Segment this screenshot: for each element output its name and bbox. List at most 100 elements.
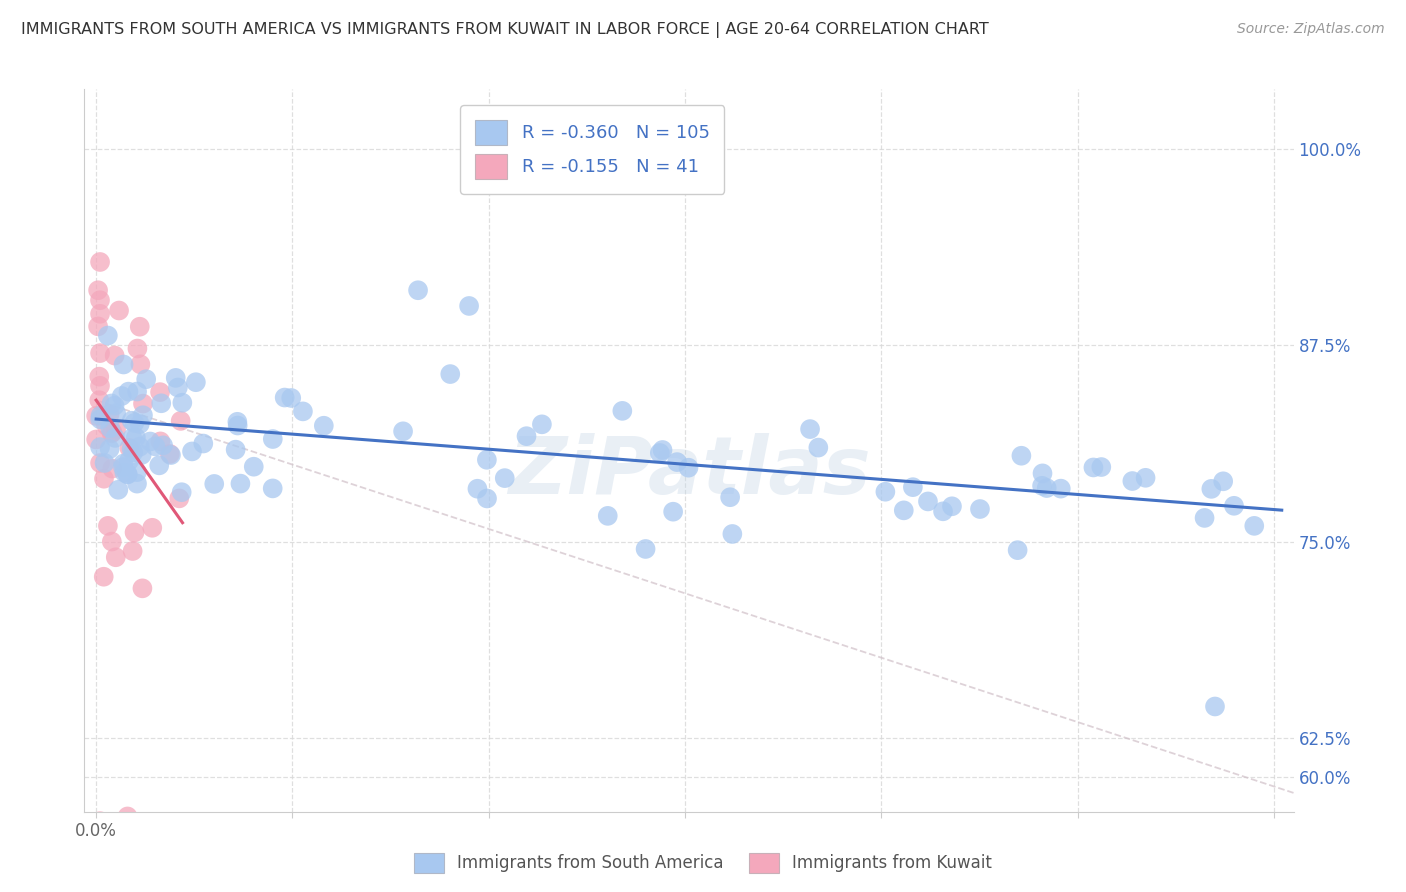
Point (112, 358, 135, 372)
Point (121, 431, 143, 445)
Point (170, 414, 193, 428)
Point (475, 452, 498, 467)
Point (651, 442, 673, 457)
Legend: R = -0.360   N = 105, R = -0.155   N = 41: R = -0.360 N = 105, R = -0.155 N = 41 (460, 105, 724, 194)
Point (1135, 471, 1157, 485)
Point (193, 436, 215, 450)
Point (112, 457, 135, 471)
Point (799, 422, 821, 436)
Point (104, 349, 127, 363)
Point (135, 372, 157, 386)
Point (125, 431, 148, 445)
Point (93, 570, 115, 584)
Point (100, 396, 122, 410)
Point (1031, 467, 1053, 481)
Point (150, 396, 173, 410)
Point (170, 485, 193, 500)
Point (89, 369, 111, 384)
Point (1121, 474, 1143, 488)
Point (159, 447, 181, 461)
Point (280, 391, 302, 405)
Point (145, 439, 167, 453)
Point (1223, 499, 1246, 513)
Point (97, 519, 120, 533)
Point (242, 459, 264, 474)
Point (181, 444, 204, 458)
Point (127, 342, 149, 356)
Point (89, 440, 111, 454)
Point (1204, 699, 1226, 714)
Point (108, 303, 131, 318)
Point (515, 429, 537, 443)
Point (1243, 519, 1265, 533)
Point (117, 467, 139, 481)
Point (90, 409, 112, 423)
Point (1035, 481, 1057, 495)
Point (291, 404, 314, 418)
Point (273, 391, 295, 405)
Point (167, 380, 190, 394)
Point (89, 412, 111, 426)
Point (1007, 543, 1029, 558)
Point (101, 461, 124, 475)
Point (121, 414, 143, 428)
Point (1083, 460, 1105, 475)
Point (875, 484, 897, 499)
Point (128, 417, 150, 431)
Point (107, 483, 129, 497)
Point (458, 299, 481, 313)
Point (225, 442, 247, 457)
Point (103, 399, 125, 413)
Point (634, 541, 657, 556)
Point (648, 446, 671, 460)
Point (172, 395, 194, 409)
Point (128, 440, 150, 454)
Point (969, 502, 991, 516)
Point (84, 433, 107, 447)
Point (101, 534, 124, 549)
Point (93, 472, 115, 486)
Point (117, 809, 139, 823)
Point (89, 293, 111, 308)
Point (139, 434, 162, 449)
Point (167, 491, 190, 506)
Point (121, 544, 143, 558)
Point (105, 406, 128, 420)
Point (530, 417, 553, 432)
Point (104, 550, 127, 565)
Point (1010, 449, 1032, 463)
Point (229, 476, 252, 491)
Point (141, 521, 163, 535)
Point (1049, 482, 1071, 496)
Text: Source: ZipAtlas.com: Source: ZipAtlas.com (1237, 22, 1385, 37)
Point (406, 283, 429, 297)
Point (131, 448, 153, 462)
Point (152, 438, 174, 452)
Point (124, 525, 146, 540)
Point (97, 328, 120, 343)
Point (96, 418, 118, 433)
Point (125, 476, 148, 491)
Point (100, 426, 122, 441)
Point (494, 471, 516, 485)
Point (89, 255, 111, 269)
Point (111, 460, 134, 475)
Point (132, 396, 155, 410)
Point (721, 527, 744, 541)
Point (89, 346, 111, 360)
Point (184, 375, 207, 389)
Point (98, 421, 121, 435)
Point (439, 367, 461, 381)
Point (125, 465, 148, 479)
Point (129, 357, 152, 371)
Point (932, 504, 955, 518)
Point (678, 460, 700, 475)
Point (392, 425, 415, 439)
Point (104, 431, 127, 445)
Point (901, 480, 924, 494)
Point (149, 434, 172, 449)
Point (1201, 482, 1223, 496)
Point (89, 307, 111, 321)
Point (662, 505, 685, 519)
Point (124, 416, 146, 430)
